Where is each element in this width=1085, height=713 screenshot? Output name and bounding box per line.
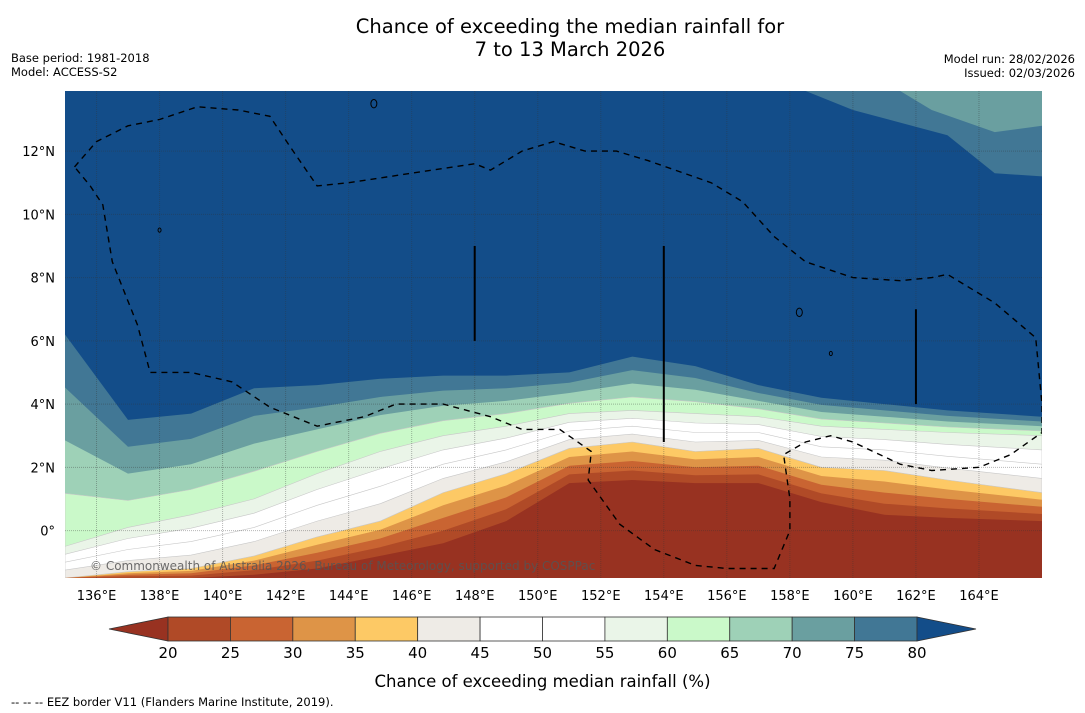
colorbar-tick-label: 80 bbox=[907, 644, 926, 662]
lon-tick-label: 158°E bbox=[770, 589, 810, 604]
lon-tick-label: 164°E bbox=[959, 589, 999, 604]
colorbar-segment bbox=[791, 616, 855, 642]
eez-border-main bbox=[73, 106, 1042, 570]
colorbar-tick-label: 60 bbox=[658, 644, 677, 662]
lon-tick-label: 162°E bbox=[896, 589, 936, 604]
map-title: Chance of exceeding the median rainfall … bbox=[0, 15, 1085, 61]
lon-tick-label: 138°E bbox=[140, 589, 180, 604]
colorbar-tick-label: 45 bbox=[471, 644, 490, 662]
lon-tick-label: 150°E bbox=[518, 589, 558, 604]
lat-tick-label: 0° bbox=[40, 525, 55, 540]
colorbar-tick-label: 65 bbox=[720, 644, 739, 662]
colorbar-segment bbox=[666, 616, 731, 642]
colorbar-tick-label: 35 bbox=[346, 644, 365, 662]
colorbar-label: Chance of exceeding median rainfall (%) bbox=[374, 672, 711, 691]
colorbar-tick-label: 55 bbox=[595, 644, 614, 662]
colorbar-segment bbox=[479, 616, 543, 642]
latitude-axis: 0° 2°N 4°N 6°N 8°N 10°N 12°N bbox=[22, 145, 55, 539]
eez-footnote: -- -- -- EEZ border V11 (Flanders Marine… bbox=[11, 695, 334, 709]
lat-tick-label: 12°N bbox=[22, 145, 55, 160]
lon-tick-label: 144°E bbox=[329, 589, 369, 604]
lon-tick-label: 154°E bbox=[644, 589, 684, 604]
island-outline bbox=[157, 227, 162, 233]
colorbar-segment bbox=[354, 616, 419, 642]
lat-tick-label: 10°N bbox=[22, 208, 55, 223]
title-line-2: 7 to 13 March 2026 bbox=[474, 38, 666, 61]
colorbar-segment bbox=[729, 616, 793, 642]
issued-date: Issued: 02/03/2026 bbox=[964, 66, 1075, 80]
base-period: Base period: 1981-2018 bbox=[11, 51, 150, 65]
lat-tick-label: 2°N bbox=[31, 461, 56, 476]
colorbar-segment bbox=[542, 616, 606, 642]
island-outline bbox=[795, 307, 803, 318]
colorbar-tick-label: 75 bbox=[845, 644, 864, 662]
model-name: Model: ACCESS-S2 bbox=[11, 65, 118, 79]
lat-tick-label: 8°N bbox=[31, 272, 56, 287]
colorbar-tick-label: 40 bbox=[408, 644, 427, 662]
colorbar-tick-label: 20 bbox=[158, 644, 177, 662]
run-info: Model run: 28/02/2026 Issued: 02/03/2026 bbox=[944, 52, 1075, 80]
colorbar-segment bbox=[854, 616, 918, 642]
colorbar-segment bbox=[417, 616, 481, 642]
lon-tick-label: 160°E bbox=[833, 589, 873, 604]
contour-bands bbox=[65, 91, 1042, 578]
lon-tick-label: 148°E bbox=[455, 589, 495, 604]
band-below-20 bbox=[65, 480, 1042, 578]
colorbar: 20 25 30 35 40 45 50 55 60 65 70 75 80 bbox=[108, 616, 977, 662]
colorbar-segment bbox=[167, 616, 231, 642]
copyright-notice: © Commonwealth of Australia 2026, Bureau… bbox=[90, 559, 595, 573]
lon-tick-label: 152°E bbox=[581, 589, 621, 604]
colorbar-segment bbox=[230, 616, 294, 642]
model-info: Base period: 1981-2018 Model: ACCESS-S2 bbox=[11, 51, 150, 79]
gridlines bbox=[65, 91, 1042, 578]
colorbar-extend-high bbox=[916, 616, 977, 642]
island-outline bbox=[828, 350, 833, 357]
model-run-date: Model run: 28/02/2026 bbox=[943, 52, 1075, 66]
lat-tick-label: 6°N bbox=[31, 335, 56, 350]
lon-tick-label: 146°E bbox=[392, 589, 432, 604]
colorbar-tick-label: 70 bbox=[783, 644, 802, 662]
lon-tick-label: 156°E bbox=[707, 589, 747, 604]
lat-tick-label: 4°N bbox=[31, 398, 56, 413]
island-outline bbox=[370, 98, 378, 109]
lon-tick-label: 142°E bbox=[266, 589, 306, 604]
colorbar-tick-label: 30 bbox=[283, 644, 302, 662]
colorbar-segment bbox=[604, 616, 668, 642]
eez-borders bbox=[73, 98, 1042, 570]
longitude-axis: 136°E 138°E 140°E 142°E 144°E 146°E 148°E 150°E… bbox=[77, 589, 999, 604]
lon-tick-label: 140°E bbox=[203, 589, 243, 604]
lon-tick-label: 136°E bbox=[77, 589, 117, 604]
colorbar-tick-label: 25 bbox=[221, 644, 240, 662]
colorbar-tick-label: 50 bbox=[533, 644, 552, 662]
colorbar-segment bbox=[292, 616, 356, 642]
colorbar-extend-low bbox=[108, 616, 169, 642]
title-line-1: Chance of exceeding the median rainfall … bbox=[355, 15, 785, 38]
band-ne-70 bbox=[900, 91, 1042, 133]
